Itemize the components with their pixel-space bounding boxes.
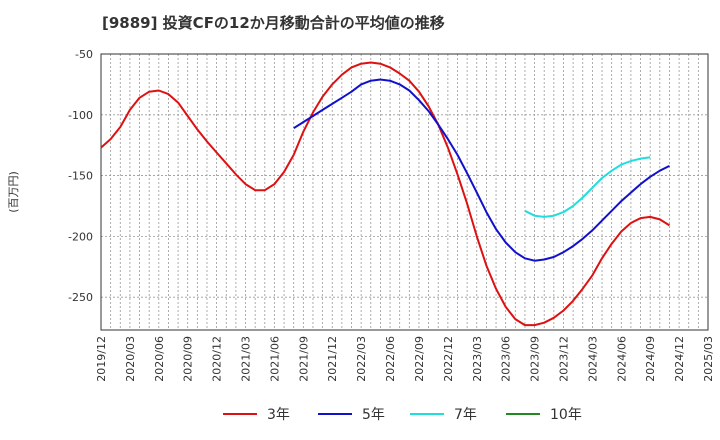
x-tick-label: 2025/03 <box>702 336 715 382</box>
legend-label-2: 5年 <box>362 407 385 423</box>
x-tick-label: 2021/09 <box>297 336 310 382</box>
x-axis: 2019/12 2020/03 2020/06 2020/09 2020/12 2021/… <box>95 336 715 382</box>
y-axis-label: (百万円) <box>7 171 20 213</box>
y-axis: -50 -100 -150 -200 -250 <box>68 48 93 304</box>
x-tick-label: 2020/03 <box>124 336 137 382</box>
x-tick-label: 2024/09 <box>644 336 657 382</box>
x-tick-label: 2022/06 <box>384 336 397 382</box>
x-tick-label: 2021/03 <box>240 336 253 382</box>
x-tick-label: 2020/12 <box>211 336 224 382</box>
x-tick-label: 2024/12 <box>673 336 686 382</box>
legend-label-1: 3年 <box>267 407 290 423</box>
x-tick-label: 2020/06 <box>153 336 166 382</box>
x-tick-label: 2021/06 <box>268 336 281 382</box>
x-tick-label: 2022/12 <box>442 336 455 382</box>
legend: 3年 5年 7年 10年 <box>223 407 582 423</box>
series-line-1 <box>100 61 671 327</box>
plot-frame <box>100 53 709 331</box>
y-tick-label: -250 <box>68 291 93 304</box>
series-line-3 <box>524 156 651 218</box>
x-tick-label: 2023/06 <box>500 336 513 382</box>
legend-label-4: 10年 <box>550 407 582 423</box>
x-tick-label: 2021/12 <box>326 336 339 382</box>
grid <box>101 53 708 330</box>
x-tick-label: 2023/12 <box>557 336 570 382</box>
x-tick-label: 2020/09 <box>182 336 195 382</box>
y-tick-label: -200 <box>68 230 93 243</box>
x-tick-label: 2023/09 <box>529 336 542 382</box>
x-tick-label: 2024/03 <box>586 336 599 382</box>
series-group <box>100 61 671 327</box>
series-line-2 <box>293 78 670 262</box>
x-tick-label: 2019/12 <box>95 336 108 382</box>
y-tick-label: -100 <box>68 109 93 122</box>
y-tick-label: -50 <box>75 48 93 61</box>
legend-label-3: 7年 <box>454 407 477 423</box>
x-tick-label: 2022/03 <box>355 336 368 382</box>
x-tick-label: 2022/09 <box>413 336 426 382</box>
x-tick-label: 2023/03 <box>471 336 484 382</box>
x-tick-label: 2024/06 <box>615 336 628 382</box>
chart-title: [9889] 投資CFの12か月移動合計の平均値の推移 <box>102 14 445 32</box>
y-tick-label: -150 <box>68 170 93 183</box>
